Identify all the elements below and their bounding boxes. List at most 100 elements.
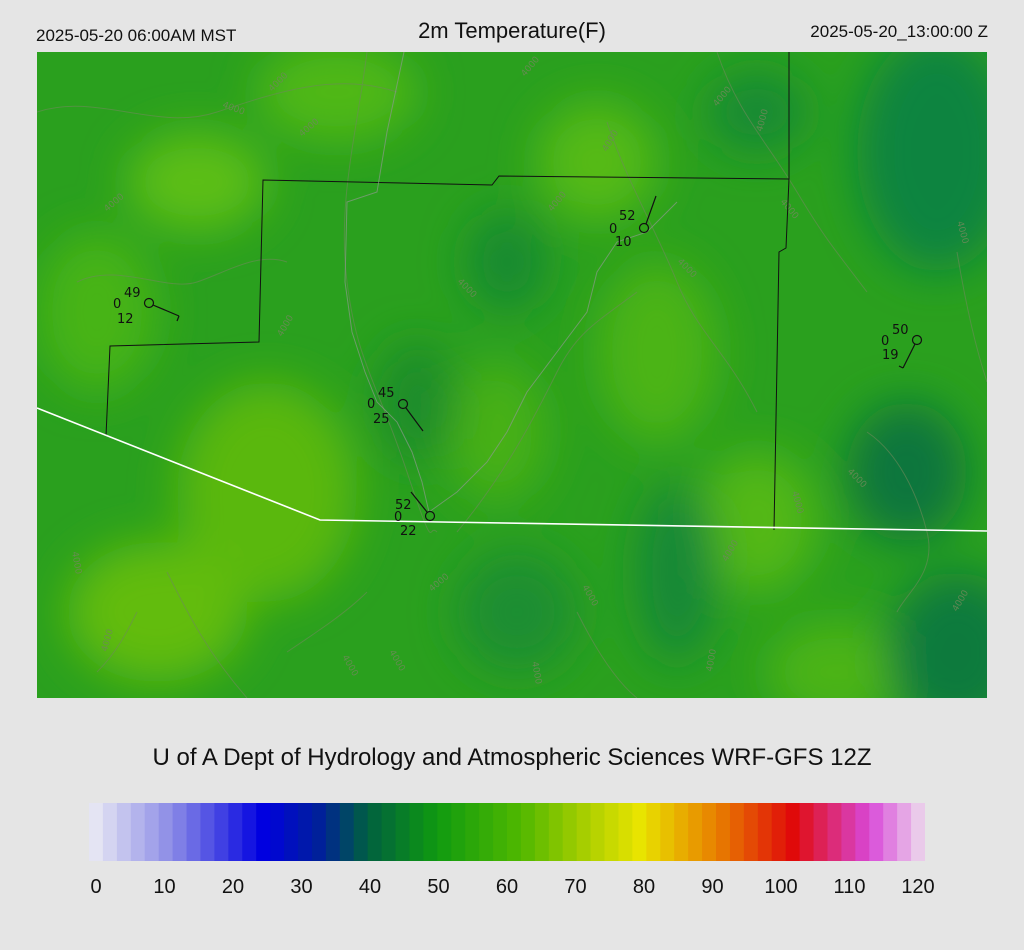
colorbar-tick-label: 110 <box>833 876 866 898</box>
station-mid: 0 <box>394 510 402 525</box>
colorbar-band <box>102 803 118 861</box>
colorbar-tick-label: 20 <box>221 876 245 898</box>
colorbar-band <box>590 803 606 861</box>
colorbar-band <box>89 803 104 861</box>
station-temp: 52 <box>619 209 636 224</box>
colorbar-band <box>325 803 341 861</box>
colorbar-band <box>799 803 815 861</box>
station-temp: 52 <box>395 498 412 513</box>
colorbar-band <box>423 803 438 861</box>
colorbar-tick-label: 60 <box>495 876 519 898</box>
colorbar-tick-label: 100 <box>764 876 798 898</box>
station-plot: 52 0 22 <box>394 491 436 539</box>
station-mid: 0 <box>609 222 617 237</box>
colorbar-band <box>465 803 480 861</box>
colorbar-band <box>785 803 801 861</box>
station-low: 12 <box>117 312 134 327</box>
colorbar-tick-label: 50 <box>427 876 450 898</box>
colorbar-band <box>688 803 703 861</box>
colorbar-band <box>813 803 829 861</box>
contour-label: 4000 <box>705 648 719 673</box>
station-plot: 52 0 10 <box>609 195 657 250</box>
colorbar-band <box>534 803 550 861</box>
station-temp: 45 <box>378 386 395 401</box>
colorbar-band <box>256 803 271 861</box>
colorbar-tick-label: 30 <box>290 876 313 898</box>
terrain-contours <box>37 52 987 698</box>
colorbar-band <box>618 803 633 861</box>
station-plot: 49 0 12 <box>113 286 180 327</box>
colorbar-band <box>242 803 257 861</box>
colorbar-tick-label: 70 <box>564 876 587 898</box>
colorbar-band <box>841 803 856 861</box>
station-mid: 0 <box>367 397 375 412</box>
temperature-map: 4000 4000 4000 4000 4000 4000 4000 4000 … <box>37 52 987 698</box>
station-mid: 0 <box>113 297 121 312</box>
colorbar-band <box>172 803 188 861</box>
colorbar-band <box>576 803 592 861</box>
colorbar-band <box>883 803 898 861</box>
county-boundaries <box>105 52 790 531</box>
credit-line: U of A Dept of Hydrology and Atmospheric… <box>152 744 872 771</box>
colorbar-tick-label: 80 <box>632 876 656 898</box>
colorbar-band <box>186 803 202 861</box>
colorbar-band <box>158 803 174 861</box>
colorbar-band <box>702 803 717 861</box>
colorbar-band <box>507 803 522 861</box>
colorbar-band <box>827 803 842 861</box>
station-plots: 52 0 10 49 0 12 50 0 19 <box>113 195 923 539</box>
river-lines <box>344 52 678 513</box>
colorbar-band <box>869 803 884 861</box>
state-line <box>37 407 987 532</box>
colorbar-band <box>855 803 870 861</box>
colorbar-band <box>116 803 132 861</box>
colorbar-band <box>144 803 160 861</box>
temperature-field <box>37 52 987 698</box>
colorbar-band <box>562 803 578 861</box>
colorbar-band <box>298 803 313 861</box>
colorbar-band <box>479 803 494 861</box>
colorbar-tick-label: 120 <box>901 876 935 898</box>
colorbar-band <box>548 803 564 861</box>
colorbar-band <box>228 803 243 861</box>
colorbar-band <box>367 803 383 861</box>
colorbar-band <box>270 803 285 861</box>
colorbar-band <box>353 803 369 861</box>
colorbar-tick-label: 90 <box>701 876 724 898</box>
station-low: 19 <box>882 348 899 363</box>
station-plot: 45 0 25 <box>367 386 424 432</box>
colorbar-band <box>200 803 215 861</box>
colorbar-band <box>493 803 508 861</box>
local-time-label: 2025-05-20 06:00AM MST <box>36 26 237 45</box>
colorbar-band <box>130 803 146 861</box>
colorbar-band <box>757 803 773 861</box>
colorbar-band <box>520 803 536 861</box>
colorbar-tick-label: 40 <box>358 876 382 898</box>
colorbar-band <box>339 803 355 861</box>
colorbar-ticks: 0 10 20 30 40 50 60 70 80 90 100 110 120 <box>0 876 1024 900</box>
colorbar-band <box>632 803 647 861</box>
station-temp: 50 <box>892 323 909 338</box>
map-title: 2m Temperature(F) <box>418 18 606 43</box>
colorbar-band <box>451 803 466 861</box>
station-mid: 0 <box>881 334 889 349</box>
temperature-colorbar <box>89 803 925 861</box>
station-temp: 49 <box>124 286 141 301</box>
colorbar-tick-label: 10 <box>153 876 176 898</box>
colorbar-band <box>911 803 925 861</box>
station-low: 25 <box>373 412 390 427</box>
colorbar-band <box>897 803 912 861</box>
colorbar-band <box>381 803 397 861</box>
colorbar-band <box>729 803 745 861</box>
colorbar-band <box>674 803 689 861</box>
contour-label: 4000 <box>69 551 83 576</box>
colorbar-band <box>716 803 731 861</box>
colorbar-band <box>660 803 675 861</box>
station-plot: 50 0 19 <box>881 323 923 369</box>
colorbar-band <box>409 803 424 861</box>
colorbar-band <box>395 803 411 861</box>
utc-time-label: 2025-05-20_13:00:00 Z <box>810 22 988 41</box>
colorbar-band <box>604 803 620 861</box>
colorbar-band <box>311 803 327 861</box>
colorbar-band <box>437 803 452 861</box>
